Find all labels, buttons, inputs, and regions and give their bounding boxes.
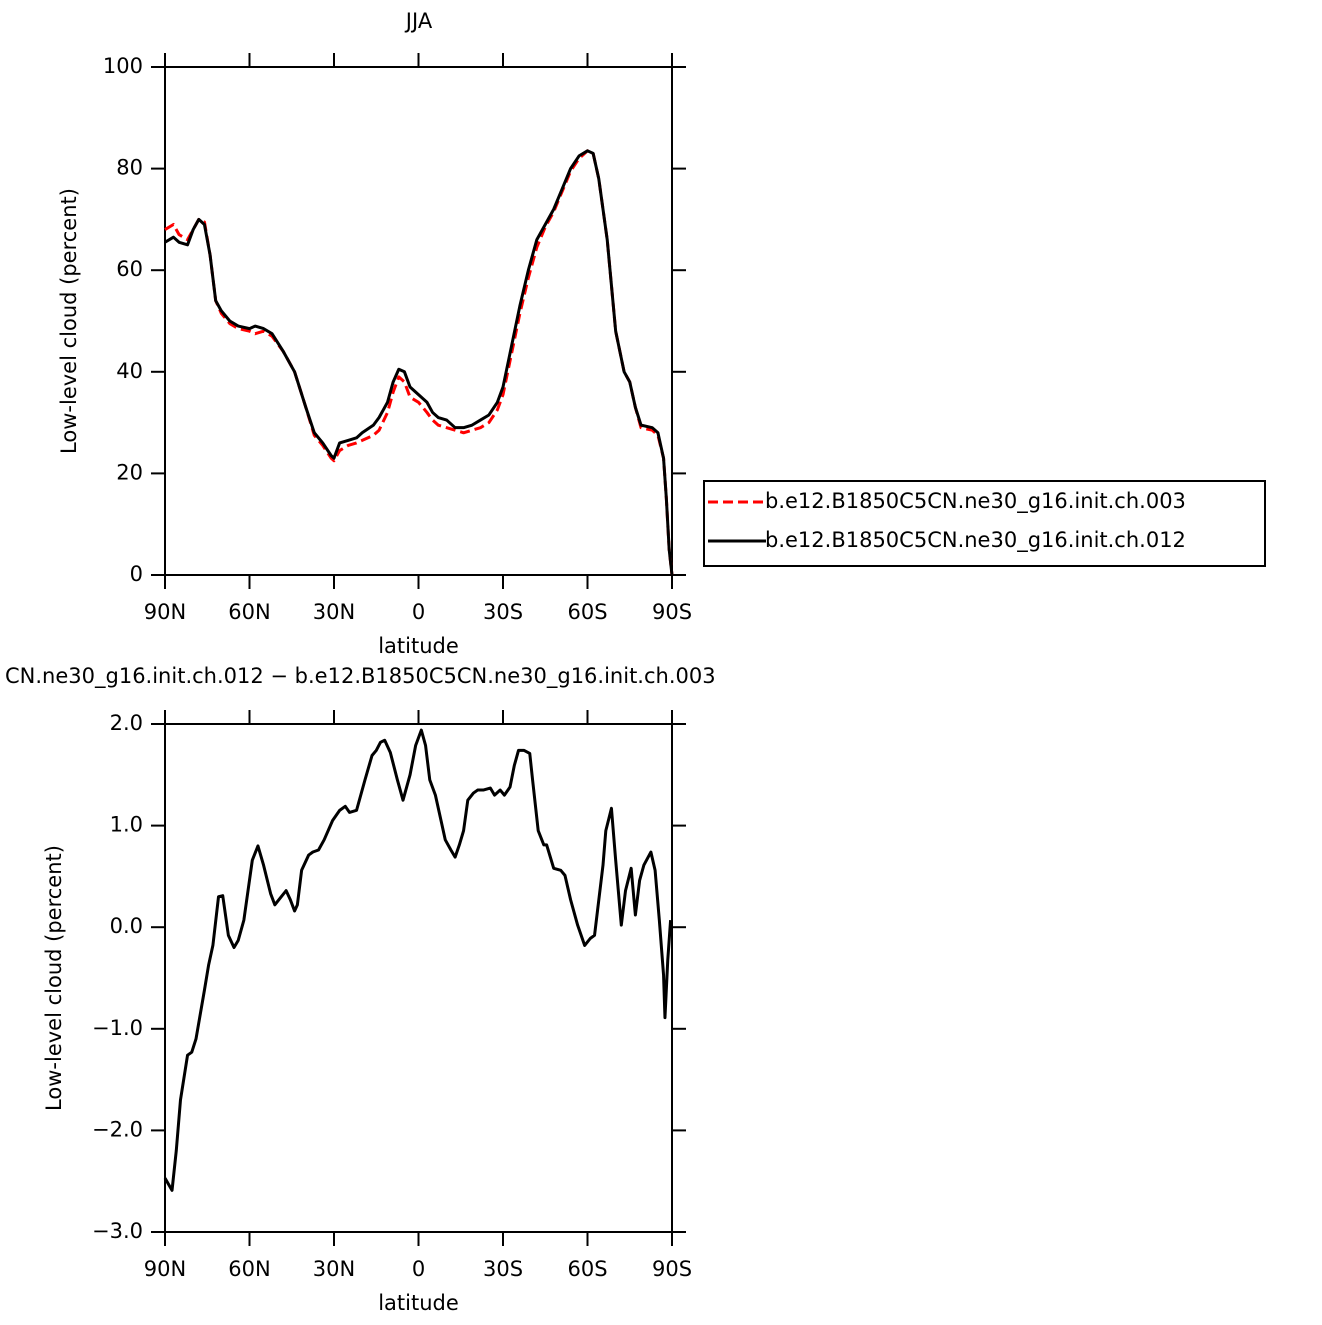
x-axis-label: latitude — [378, 1291, 459, 1315]
data-line — [164, 149, 674, 576]
x-tick-label: 60S — [567, 600, 607, 624]
data-line — [164, 149, 674, 576]
x-tick-label: 60S — [567, 1257, 607, 1281]
x-tick-label: 0 — [412, 600, 425, 624]
x-axis-label: latitude — [378, 634, 459, 658]
chart-title: JJA — [404, 9, 433, 33]
y-tick-label: 0.0 — [110, 914, 143, 938]
x-tick-label: 0 — [412, 1257, 425, 1281]
y-tick-label: 100 — [103, 54, 143, 78]
y-tick-label: 20 — [116, 460, 143, 484]
x-tick-label: 30S — [483, 600, 523, 624]
chart-title: CN.ne30_g16.init.ch.012 − b.e12.B1850C5C… — [5, 664, 716, 689]
y-tick-label: 80 — [116, 156, 143, 180]
y-tick-label: 60 — [116, 257, 143, 281]
x-tick-label: 60N — [228, 1257, 270, 1281]
y-tick-label: −2.0 — [92, 1117, 143, 1141]
x-tick-label: 90N — [144, 600, 186, 624]
y-tick-label: 0 — [130, 562, 143, 586]
x-tick-label: 90N — [144, 1257, 186, 1281]
y-axis-label: Low-level cloud (percent) — [57, 188, 81, 454]
x-tick-label: 60N — [228, 600, 270, 624]
legend-label: b.e12.B1850C5CN.ne30_g16.init.ch.003 — [765, 489, 1186, 514]
x-tick-label: 30N — [313, 1257, 355, 1281]
x-tick-label: 90S — [652, 1257, 692, 1281]
plot-frame — [164, 723, 673, 1233]
y-tick-label: 2.0 — [110, 711, 143, 735]
x-tick-label: 90S — [652, 600, 692, 624]
x-tick-label: 30N — [313, 600, 355, 624]
y-axis-label: Low-level cloud (percent) — [42, 845, 66, 1111]
y-tick-label: −3.0 — [92, 1219, 143, 1243]
x-tick-label: 30S — [483, 1257, 523, 1281]
plot-frame — [164, 66, 673, 576]
y-tick-label: 40 — [116, 359, 143, 383]
y-tick-label: 1.0 — [110, 813, 143, 837]
data-line — [163, 728, 673, 1192]
legend-label: b.e12.B1850C5CN.ne30_g16.init.ch.012 — [765, 528, 1186, 553]
legend-box — [703, 480, 1266, 567]
y-tick-label: −1.0 — [92, 1016, 143, 1040]
